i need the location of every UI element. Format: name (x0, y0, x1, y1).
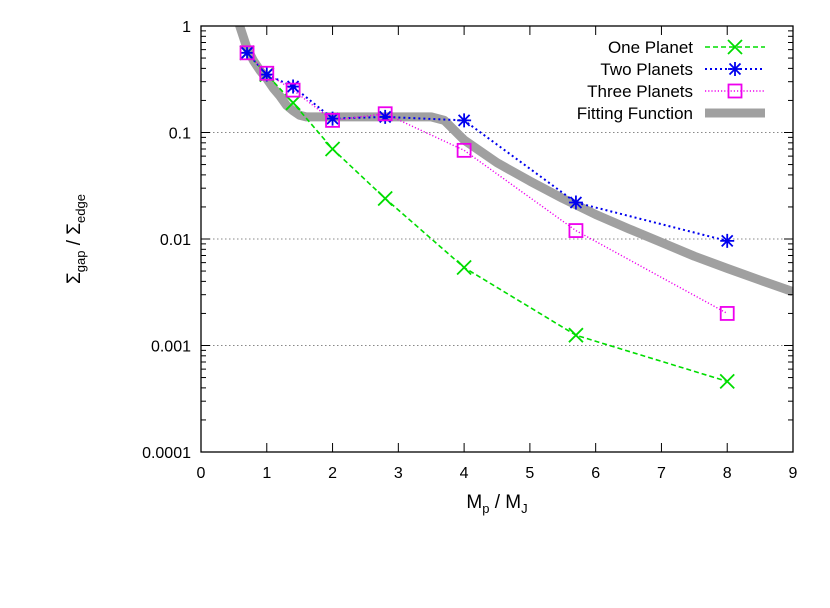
y-axis-label: Σgap / Σedge (64, 194, 88, 284)
legend-label: Fitting Function (577, 104, 693, 123)
x-tick-label: 6 (591, 465, 600, 482)
data-point (285, 95, 301, 111)
data-point (568, 327, 584, 343)
y-tick-label: 1 (182, 19, 191, 36)
x-tick-label: 1 (262, 465, 271, 482)
series-line (235, 26, 793, 296)
data-point (259, 67, 274, 82)
series-markers (239, 45, 735, 390)
series-line (246, 52, 728, 242)
data-point (286, 79, 301, 94)
data-point (378, 109, 393, 124)
x-tick-label: 0 (197, 465, 206, 482)
y-tick-label: 0.01 (160, 232, 191, 249)
legend-swatch-marker (727, 83, 743, 99)
x-tick-label: 3 (394, 465, 403, 482)
legend-swatch-marker (727, 39, 743, 55)
data-point (324, 141, 341, 157)
y-tick-label: 0.001 (151, 339, 191, 356)
data-point (568, 195, 583, 210)
legend: One Planet Two Planets Three Planets Fittin… (577, 38, 765, 123)
data-point (240, 45, 255, 60)
data-point (719, 306, 735, 321)
x-tick-label: 7 (657, 465, 666, 482)
data-point (285, 82, 301, 98)
data-point (377, 106, 393, 122)
series-line (246, 52, 728, 383)
x-tick-label: 9 (789, 465, 798, 482)
data-point (239, 45, 255, 61)
data-point (456, 142, 472, 158)
x-tick-label: 5 (525, 465, 534, 482)
y-tick-label: 0.0001 (142, 445, 191, 462)
legend-label: One Planet (608, 38, 693, 57)
data-point (719, 373, 735, 390)
x-tick-label: 8 (723, 465, 732, 482)
axis-ticks (200, 25, 794, 453)
x-axis-label: Mp / MJ (466, 492, 527, 516)
y-tick-label: 0.1 (169, 126, 191, 143)
data-point (568, 223, 584, 238)
data-point (456, 259, 472, 276)
data-point (720, 233, 735, 248)
data-point (325, 112, 340, 128)
data-point (325, 111, 340, 126)
x-tick-label: 2 (328, 465, 337, 482)
x-tick-label: 4 (460, 465, 469, 482)
data-point (457, 113, 472, 128)
series-lines (235, 26, 793, 383)
legend-label: Three Planets (587, 82, 693, 101)
legend-swatch-marker (728, 62, 742, 76)
axis-tick-labels: 0.0001 0.001 0.01 0.1 1 0 1 2 3 4 5 6 7 8 9 (142, 19, 797, 482)
legend-label: Two Planets (600, 60, 693, 79)
data-point (377, 190, 393, 207)
grid-lines (201, 132, 793, 346)
data-point (259, 65, 275, 81)
